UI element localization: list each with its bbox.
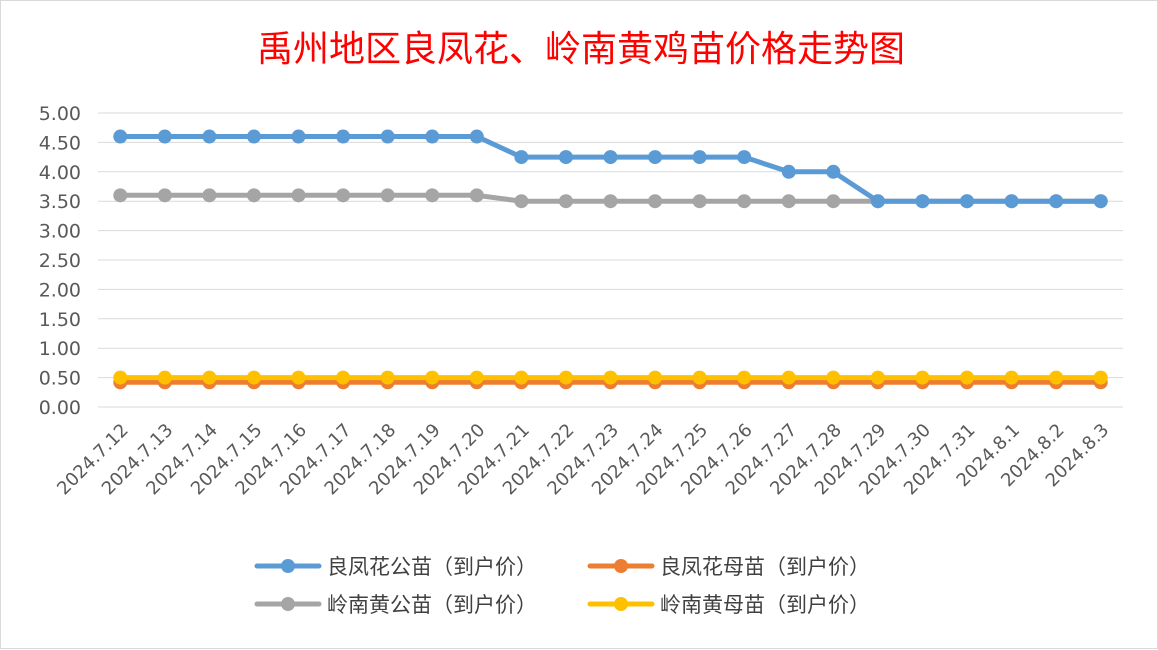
data-point: [425, 188, 440, 203]
legend-label: 良凤花母苗（到户价）: [660, 555, 870, 579]
legend-marker: [614, 559, 628, 573]
data-point: [246, 129, 261, 144]
data-point: [469, 129, 484, 144]
data-point: [737, 150, 752, 165]
data-point: [1004, 194, 1019, 209]
legend-label: 岭南黄母苗（到户价）: [660, 593, 870, 617]
data-point: [1049, 194, 1064, 209]
y-tick-label: 5.00: [39, 103, 81, 125]
data-point: [202, 370, 217, 385]
data-point: [558, 194, 573, 209]
y-tick-label: 4.50: [39, 132, 81, 154]
data-point: [157, 188, 172, 203]
data-point: [781, 194, 796, 209]
data-point: [380, 370, 395, 385]
data-point: [960, 370, 975, 385]
data-point: [648, 194, 663, 209]
data-point: [291, 129, 306, 144]
x-axis-ticks: 2024.7.122024.7.132024.7.142024.7.152024…: [53, 420, 1113, 500]
data-point: [113, 129, 128, 144]
series-line: [117, 134, 1104, 204]
data-point: [915, 194, 930, 209]
data-point: [425, 129, 440, 144]
data-point: [692, 194, 707, 209]
data-point: [469, 188, 484, 203]
legend-label: 良凤花公苗（到户价）: [327, 555, 537, 579]
data-point: [960, 194, 975, 209]
legend-marker: [281, 597, 295, 611]
data-point: [246, 370, 261, 385]
data-point: [826, 370, 841, 385]
y-tick-label: 3.50: [39, 191, 81, 213]
y-tick-label: 3.00: [39, 221, 81, 243]
data-point: [1093, 370, 1108, 385]
data-point: [603, 370, 618, 385]
data-point: [1093, 194, 1108, 209]
data-point: [648, 150, 663, 165]
data-point: [781, 370, 796, 385]
legend-marker: [281, 559, 295, 573]
data-point: [603, 150, 618, 165]
data-point: [692, 150, 707, 165]
data-point: [380, 129, 395, 144]
data-point: [425, 370, 440, 385]
data-point: [246, 188, 261, 203]
data-point: [558, 150, 573, 165]
legend-label: 岭南黄公苗（到户价）: [327, 593, 537, 617]
data-point: [692, 370, 707, 385]
data-point: [737, 370, 752, 385]
y-tick-label: 0.00: [39, 397, 81, 419]
data-point: [202, 129, 217, 144]
data-point: [336, 370, 351, 385]
data-point: [113, 370, 128, 385]
data-point: [336, 129, 351, 144]
data-point: [113, 188, 128, 203]
data-point: [870, 194, 885, 209]
y-axis-ticks: 0.00 0.50 1.00 1.50 2.00 2.50 3.00 3.50 4.00 4.50…: [39, 103, 81, 419]
data-point: [1004, 370, 1019, 385]
data-point: [469, 370, 484, 385]
series-lines: [113, 129, 1108, 390]
data-point: [514, 150, 529, 165]
data-point: [603, 194, 618, 209]
legend: 良凤花公苗（到户价） 良凤花母苗（到户价） 岭南黄公苗（到户价） 岭南黄母苗（到户价）: [254, 555, 870, 617]
y-tick-label: 2.00: [39, 279, 81, 301]
legend-marker: [614, 597, 628, 611]
data-point: [514, 370, 529, 385]
data-point: [558, 370, 573, 385]
chart-title: 禹州地区良凤花、岭南黄鸡苗价格走势图: [257, 29, 905, 70]
y-tick-label: 4.00: [39, 162, 81, 184]
data-point: [202, 188, 217, 203]
y-tick-label: 1.50: [39, 309, 81, 331]
data-point: [870, 370, 885, 385]
data-point: [826, 164, 841, 179]
y-tick-label: 0.50: [39, 368, 81, 390]
data-point: [336, 188, 351, 203]
data-point: [157, 129, 172, 144]
y-tick-label: 1.00: [39, 338, 81, 360]
data-point: [157, 370, 172, 385]
data-point: [737, 194, 752, 209]
data-point: [291, 188, 306, 203]
data-point: [514, 194, 529, 209]
data-point: [291, 370, 306, 385]
data-point: [1049, 370, 1064, 385]
data-point: [380, 188, 395, 203]
data-point: [915, 370, 930, 385]
data-point: [781, 164, 796, 179]
y-tick-label: 2.50: [39, 250, 81, 272]
data-point: [648, 370, 663, 385]
data-point: [826, 194, 841, 209]
